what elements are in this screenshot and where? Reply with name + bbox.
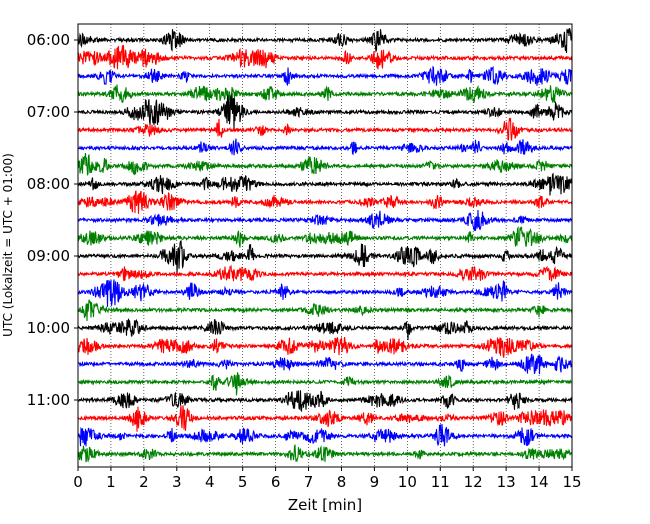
trace-0 [77,28,573,54]
trace-9 [77,190,573,214]
x-tick-label-7: 7 [304,473,314,491]
trace-10 [77,210,573,231]
trace-12 [77,239,573,273]
y-tick-label-4: 10:00 [27,319,70,337]
trace-23 [77,444,573,463]
trace-19 [77,372,573,396]
trace-21 [77,405,573,432]
trace-1 [77,45,573,70]
y-tick-label-5: 11:00 [27,391,70,409]
y-axis-label: UTC (Lokalzeit = UTC + 01:00) [1,153,15,337]
x-tick-label-0: 0 [73,473,83,491]
trace-8 [77,172,573,196]
trace-22 [77,423,573,447]
x-tick-label-3: 3 [172,473,182,491]
x-tick-label-1: 1 [106,473,116,491]
y-tick-label-1: 07:00 [27,103,70,121]
x-axis-label: Zeit [min] [288,496,362,514]
trace-2 [77,65,573,86]
y-tick-label-3: 09:00 [27,247,70,265]
trace-3 [77,84,573,103]
plot-frame [77,23,573,468]
trace-20 [77,390,573,413]
x-axis: 0 1 2 3 4 5 6 7 8 9 10 11 12 13 14 15 [73,467,582,491]
x-tick-label-8: 8 [337,473,347,491]
x-tick-label-9: 9 [370,473,380,491]
x-tick-label-14: 14 [530,473,549,491]
x-tick-label-5: 5 [238,473,248,491]
y-axis: 06:00 07:00 08:00 09:00 10:00 11:00 [27,31,78,409]
trace-4 [77,92,573,130]
y-tick-label-2: 08:00 [27,175,70,193]
trace-15 [77,299,573,321]
trace-5 [77,117,573,141]
trace-14 [77,279,573,307]
trace-7 [77,152,573,176]
x-tick-label-6: 6 [271,473,281,491]
x-tick-label-12: 12 [464,473,483,491]
trace-layer [77,28,573,463]
trace-17 [77,336,573,358]
x-tick-label-13: 13 [497,473,516,491]
x-tick-label-10: 10 [398,473,417,491]
trace-13 [77,264,573,282]
trace-6 [77,138,573,156]
trace-16 [77,318,573,341]
x-tick-label-2: 2 [139,473,149,491]
x-tick-label-4: 4 [205,473,215,491]
x-tick-label-15: 15 [562,473,581,491]
trace-18 [77,353,573,375]
trace-11 [77,225,573,248]
x-tick-label-11: 11 [431,473,450,491]
y-tick-label-0: 06:00 [27,31,70,49]
grid-layer [110,24,540,467]
